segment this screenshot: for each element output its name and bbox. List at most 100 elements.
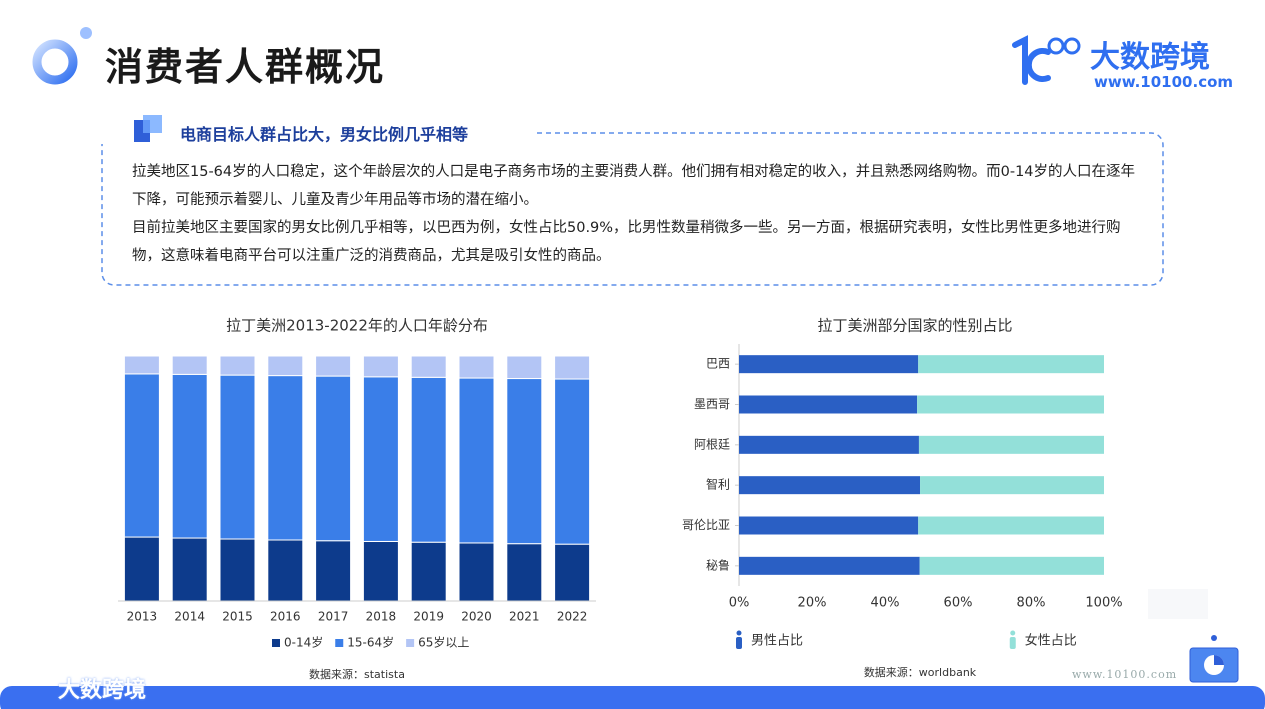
legend-icon	[736, 637, 742, 649]
brand-mark	[1047, 37, 1065, 55]
y-tick-label: 墨西哥	[694, 397, 730, 411]
blank-box	[1148, 589, 1208, 619]
x-tick-label: 2017	[318, 610, 349, 624]
bar-segment	[362, 355, 399, 378]
section-frame	[101, 132, 1164, 286]
bar-segment	[362, 376, 399, 542]
section-body: 拉美地区15-64岁的人口稳定，这个年龄层次的人口是电子商务市场的主要消费人群。…	[132, 158, 1137, 270]
x-tick-label: 2018	[366, 610, 397, 624]
y-tick-label: 阿根廷	[694, 437, 730, 451]
bar-segment	[219, 374, 256, 540]
bar-segment	[410, 541, 447, 602]
bar-segment	[739, 476, 921, 495]
bar-segment	[918, 516, 1104, 535]
chart-source: 数据来源：worldbank	[864, 665, 977, 679]
x-tick-label: 2021	[509, 610, 540, 624]
bar-segment	[171, 537, 208, 602]
brand-mark	[1025, 48, 1051, 82]
footer-bar	[0, 686, 1265, 709]
x-tick-label: 60%	[944, 596, 973, 611]
bar-segment	[267, 375, 304, 541]
brand-mark	[1063, 37, 1081, 55]
bar-segment	[458, 377, 495, 544]
section-heading: 电商目标人群占比大，男女比例几乎相等	[180, 125, 469, 144]
bar-segment	[123, 373, 160, 538]
bar-segment	[554, 543, 591, 602]
brand-mark	[1012, 35, 1028, 85]
bar-segment	[506, 543, 543, 602]
bar-segment	[554, 378, 591, 545]
legend-icon	[736, 630, 742, 636]
bar-segment	[739, 355, 919, 374]
bar-segment	[123, 536, 160, 602]
footer-icon	[1214, 655, 1224, 665]
bar-segment	[918, 435, 1104, 454]
x-tick-label: 2022	[557, 610, 588, 624]
bar-segment	[171, 355, 208, 375]
bar-segment	[554, 355, 591, 380]
bar-segment	[739, 395, 918, 414]
x-tick-label: 2014	[174, 610, 205, 624]
frame-gap	[96, 120, 536, 144]
bar-segment	[506, 378, 543, 545]
chart-title: 拉丁美洲2013-2022年的人口年龄分布	[226, 317, 488, 335]
y-tick-label: 秘鲁	[706, 558, 730, 572]
bar-segment	[458, 542, 495, 602]
page-title: 消费者人群概况	[105, 45, 386, 89]
section-icon	[143, 115, 162, 133]
x-tick-label: 2015	[222, 610, 253, 624]
bar-segment	[315, 355, 352, 377]
bar-segment	[506, 355, 543, 380]
legend-label: 女性占比	[1025, 633, 1077, 649]
paragraph: 拉美地区15-64岁的人口稳定，这个年龄层次的人口是电子商务市场的主要消费人群。…	[132, 164, 1136, 208]
logo-dot	[80, 27, 92, 39]
brand-name: 大数跨境	[1090, 40, 1210, 75]
bar-segment	[267, 539, 304, 602]
bar-segment	[458, 355, 495, 379]
bar-segment	[171, 373, 208, 539]
x-tick-label: 80%	[1017, 596, 1046, 611]
bar-segment	[362, 540, 399, 602]
bar-segment	[219, 538, 256, 602]
x-tick-label: 100%	[1085, 596, 1122, 611]
legend-icon	[1010, 630, 1016, 636]
y-tick-label: 智利	[706, 477, 730, 492]
x-tick-label: 20%	[798, 596, 827, 611]
x-tick-label: 2019	[413, 610, 444, 624]
footer-icon	[1211, 635, 1217, 641]
watermark: 大数跨境	[58, 678, 147, 703]
brand-url: www.10100.com	[1094, 73, 1234, 91]
x-tick-label: 2016	[270, 610, 301, 624]
bar-segment	[739, 516, 919, 535]
bar-segment	[410, 376, 447, 543]
legend-label: 男性占比	[751, 634, 803, 649]
x-tick-label: 2020	[461, 610, 492, 624]
bar-segment	[410, 355, 447, 378]
bar-segment	[920, 476, 1104, 495]
legend-icon	[1009, 637, 1016, 649]
bar-segment	[315, 540, 352, 602]
x-tick-label: 2013	[127, 610, 158, 624]
y-tick-label: 哥伦比亚	[682, 517, 730, 532]
legend-swatch	[406, 639, 415, 647]
bar-segment	[919, 556, 1104, 575]
legend-swatch	[272, 639, 280, 647]
bar-segment	[219, 355, 256, 376]
logo-ring	[32, 39, 78, 85]
bar-segment	[739, 556, 920, 575]
x-tick-label: 40%	[871, 596, 900, 611]
bar-segment	[315, 375, 352, 542]
bar-segment	[917, 395, 1104, 414]
bar-segment	[739, 435, 919, 454]
paragraph: 目前拉美地区主要国家的男女比例几乎相等，以巴西为例，女性占比50.9%，比男性数…	[132, 220, 1121, 264]
legend-label: 65岁以上	[418, 635, 469, 650]
y-tick-label: 巴西	[706, 357, 730, 371]
chart-source: 数据来源：statista	[309, 667, 405, 681]
bar-segment	[267, 355, 304, 377]
legend-label: 0-14岁	[284, 635, 323, 650]
bar-segment	[918, 355, 1104, 374]
legend-swatch	[335, 639, 344, 647]
